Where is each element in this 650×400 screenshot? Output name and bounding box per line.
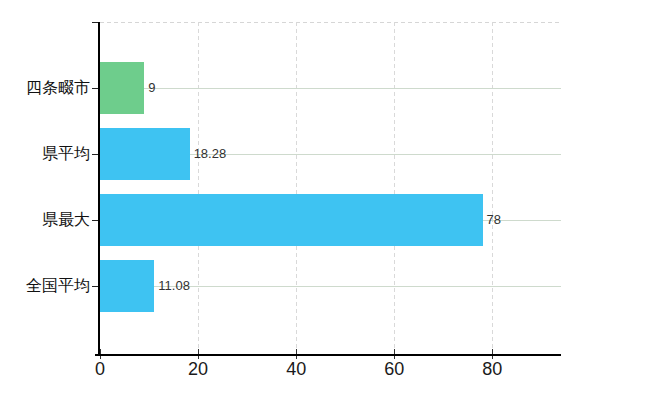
x-tick-label: 60 <box>369 359 419 379</box>
plot-area: 9 18.28 78 11.08 <box>100 22 561 354</box>
bar <box>100 128 190 180</box>
category-label: 四条畷市 <box>0 77 90 99</box>
gridline-vertical <box>198 22 199 354</box>
bar-chart: 9 18.28 78 11.08 0 20 40 60 80 四条畷市県平均県最大全国平均 <box>0 0 650 400</box>
x-tick-label: 0 <box>75 359 125 379</box>
x-tick-label: 80 <box>467 359 517 379</box>
bar <box>100 62 144 114</box>
x-axis-line <box>95 354 561 356</box>
x-tick-label: 40 <box>271 359 321 379</box>
bar-value-label: 78 <box>487 211 501 229</box>
gridline-vertical <box>492 22 493 354</box>
bar-value-label: 18.28 <box>194 145 227 163</box>
y-axis-line <box>98 22 100 356</box>
bar-value-label: 11.08 <box>158 277 190 295</box>
category-label: 県最大 <box>0 209 90 231</box>
category-label: 県平均 <box>0 143 90 165</box>
x-tick-label: 20 <box>173 359 223 379</box>
gridline-vertical <box>296 22 297 354</box>
gridline-vertical <box>394 22 395 354</box>
bar-value-label: 9 <box>148 79 155 97</box>
bar <box>100 194 483 246</box>
bar <box>100 260 154 312</box>
row-gridline <box>100 88 561 89</box>
category-label: 全国平均 <box>0 275 90 297</box>
